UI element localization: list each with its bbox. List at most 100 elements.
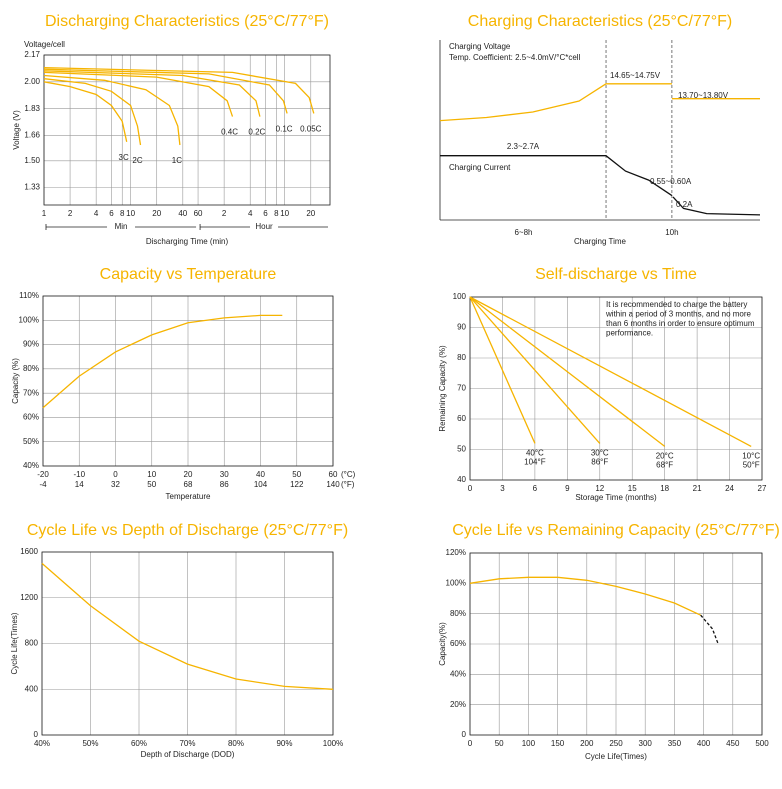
- annotation: Temp. Coefficient: 2.5~4.0mV/°C*cell: [449, 53, 581, 62]
- y-tick-label: 70%: [23, 388, 39, 397]
- annotation: 2.3~2.7A: [507, 142, 540, 151]
- y-tick-label: 1600: [20, 547, 38, 556]
- x-tick-label: 50: [292, 470, 301, 479]
- series-line: [469, 296, 536, 444]
- annotation: 14.65~14.75V: [610, 71, 661, 80]
- annotation: 0.55~0.60A: [650, 177, 692, 186]
- y-tick-label: 1200: [20, 593, 38, 602]
- x-tick-label: 8: [274, 209, 279, 218]
- x-tick-label: 2: [222, 209, 227, 218]
- x-tick-label: 10: [147, 470, 156, 479]
- y-axis-label: Capacity (%): [11, 358, 20, 404]
- series-label: 0.2C: [248, 128, 265, 137]
- series-label: 3C: [119, 153, 129, 162]
- x-axis-label: Temperature: [166, 492, 211, 501]
- x-tick-label: 8: [120, 209, 125, 218]
- y-axis-label: Remaining Capacity (%): [438, 345, 447, 432]
- y-tick-label: 1.33: [24, 183, 40, 192]
- series-line: [43, 68, 288, 114]
- x2-tick-label: 86: [220, 480, 229, 489]
- x-tick-label: 24: [725, 484, 734, 493]
- series-label: Charging Voltage: [449, 42, 511, 51]
- series-line: [469, 296, 666, 447]
- y-tick-label: 110%: [19, 291, 39, 300]
- y-tick-label: 100%: [446, 578, 466, 587]
- x-group-label: Hour: [255, 222, 273, 231]
- x-tick-label: 4: [94, 209, 99, 218]
- series-label: 86°F: [591, 458, 608, 467]
- x-tick-label: 6: [533, 484, 538, 493]
- x-tick-label: 250: [609, 739, 623, 748]
- y-tick-label: 60%: [450, 639, 466, 648]
- series-label: 20°C: [656, 452, 674, 461]
- x-tick-label: 20: [152, 209, 161, 218]
- note-line: It is recommended to charge the battery: [606, 300, 747, 309]
- y-tick-label: 50: [457, 445, 466, 454]
- y-top-label: Voltage/cell: [24, 40, 65, 49]
- y-tick-label: 40%: [450, 669, 466, 678]
- series-line: [43, 66, 315, 114]
- series-label: 10°C: [742, 452, 760, 461]
- plot-frame: [469, 296, 763, 481]
- x-group-label-bg: [250, 222, 279, 232]
- series-line: [43, 70, 261, 117]
- x-tick-label: 100: [522, 739, 536, 748]
- series-label: 0.1C: [276, 125, 293, 134]
- chart-title: Capacity vs Temperature: [100, 266, 277, 283]
- x-group-label: Min: [115, 222, 128, 231]
- y-tick-label: 800: [25, 639, 39, 648]
- note-line: within a period of 3 months, and no more: [605, 310, 752, 319]
- note-line: than 6 months in order to ensure optimum: [606, 319, 755, 328]
- x-tick-label: 20: [184, 470, 193, 479]
- chart-title: Charging Characteristics (25°C/77°F): [468, 13, 732, 30]
- x2-tick-label: 140: [326, 480, 340, 489]
- y-tick-label: 80%: [450, 609, 466, 618]
- y-axis-label: Cycle Life(Times): [10, 612, 19, 674]
- x-unit: (°C): [341, 470, 356, 479]
- x2-tick-label: 32: [111, 480, 120, 489]
- x-tick-label: 500: [755, 739, 769, 748]
- x-tick-label: 50: [495, 739, 504, 748]
- x2-unit: (°F): [341, 480, 355, 489]
- x2-tick-label: 14: [75, 480, 84, 489]
- series-line: [43, 71, 234, 117]
- x-tick-label: 450: [726, 739, 740, 748]
- y-tick-label: 90%: [23, 340, 39, 349]
- x-tick-label: 6~8h: [514, 228, 532, 237]
- note-line: performance.: [606, 329, 653, 338]
- x-tick-label: 60%: [131, 739, 147, 748]
- y-tick-label: 40: [457, 475, 466, 484]
- x-axis-label: Cycle Life(Times): [585, 752, 647, 761]
- x-tick-label: 0: [113, 470, 118, 479]
- series-label: 0.4C: [221, 128, 238, 137]
- series-label: 30°C: [591, 449, 609, 458]
- y-tick-label: 120%: [446, 548, 466, 557]
- x-tick-label: 10: [126, 209, 135, 218]
- y-tick-label: 1.66: [24, 131, 40, 140]
- chart-title: Cycle Life vs Remaining Capacity (25°C/7…: [452, 522, 780, 539]
- series-line: [469, 296, 601, 444]
- y-tick-label: 100: [453, 292, 467, 301]
- y-axis-label: Capacity(%): [438, 622, 447, 666]
- y-tick-label: 60%: [23, 413, 39, 422]
- y-tick-label: 400: [25, 684, 39, 693]
- y-tick-label: 2.17: [24, 50, 40, 59]
- plot-frame: [42, 295, 334, 467]
- x-tick-label: 400: [697, 739, 711, 748]
- series-line: [43, 74, 181, 146]
- y-tick-label: 2.00: [24, 77, 40, 86]
- series-line: [469, 576, 701, 616]
- x-tick-label: 27: [758, 484, 767, 493]
- x-tick-label: -20: [37, 470, 49, 479]
- series-label: 2C: [132, 156, 142, 165]
- plot-frame: [469, 552, 763, 736]
- x-tick-label: 10: [280, 209, 289, 218]
- y-tick-label: 80: [457, 353, 466, 362]
- series-line: [43, 81, 128, 142]
- x-tick-label: 6: [263, 209, 268, 218]
- y-tick-label: 1.83: [24, 104, 40, 113]
- x-group-label-bg: [107, 222, 136, 232]
- x-axis-label: Discharging Time (min): [146, 237, 229, 246]
- y-tick-label: 70: [457, 384, 466, 393]
- x-tick-label: 300: [639, 739, 653, 748]
